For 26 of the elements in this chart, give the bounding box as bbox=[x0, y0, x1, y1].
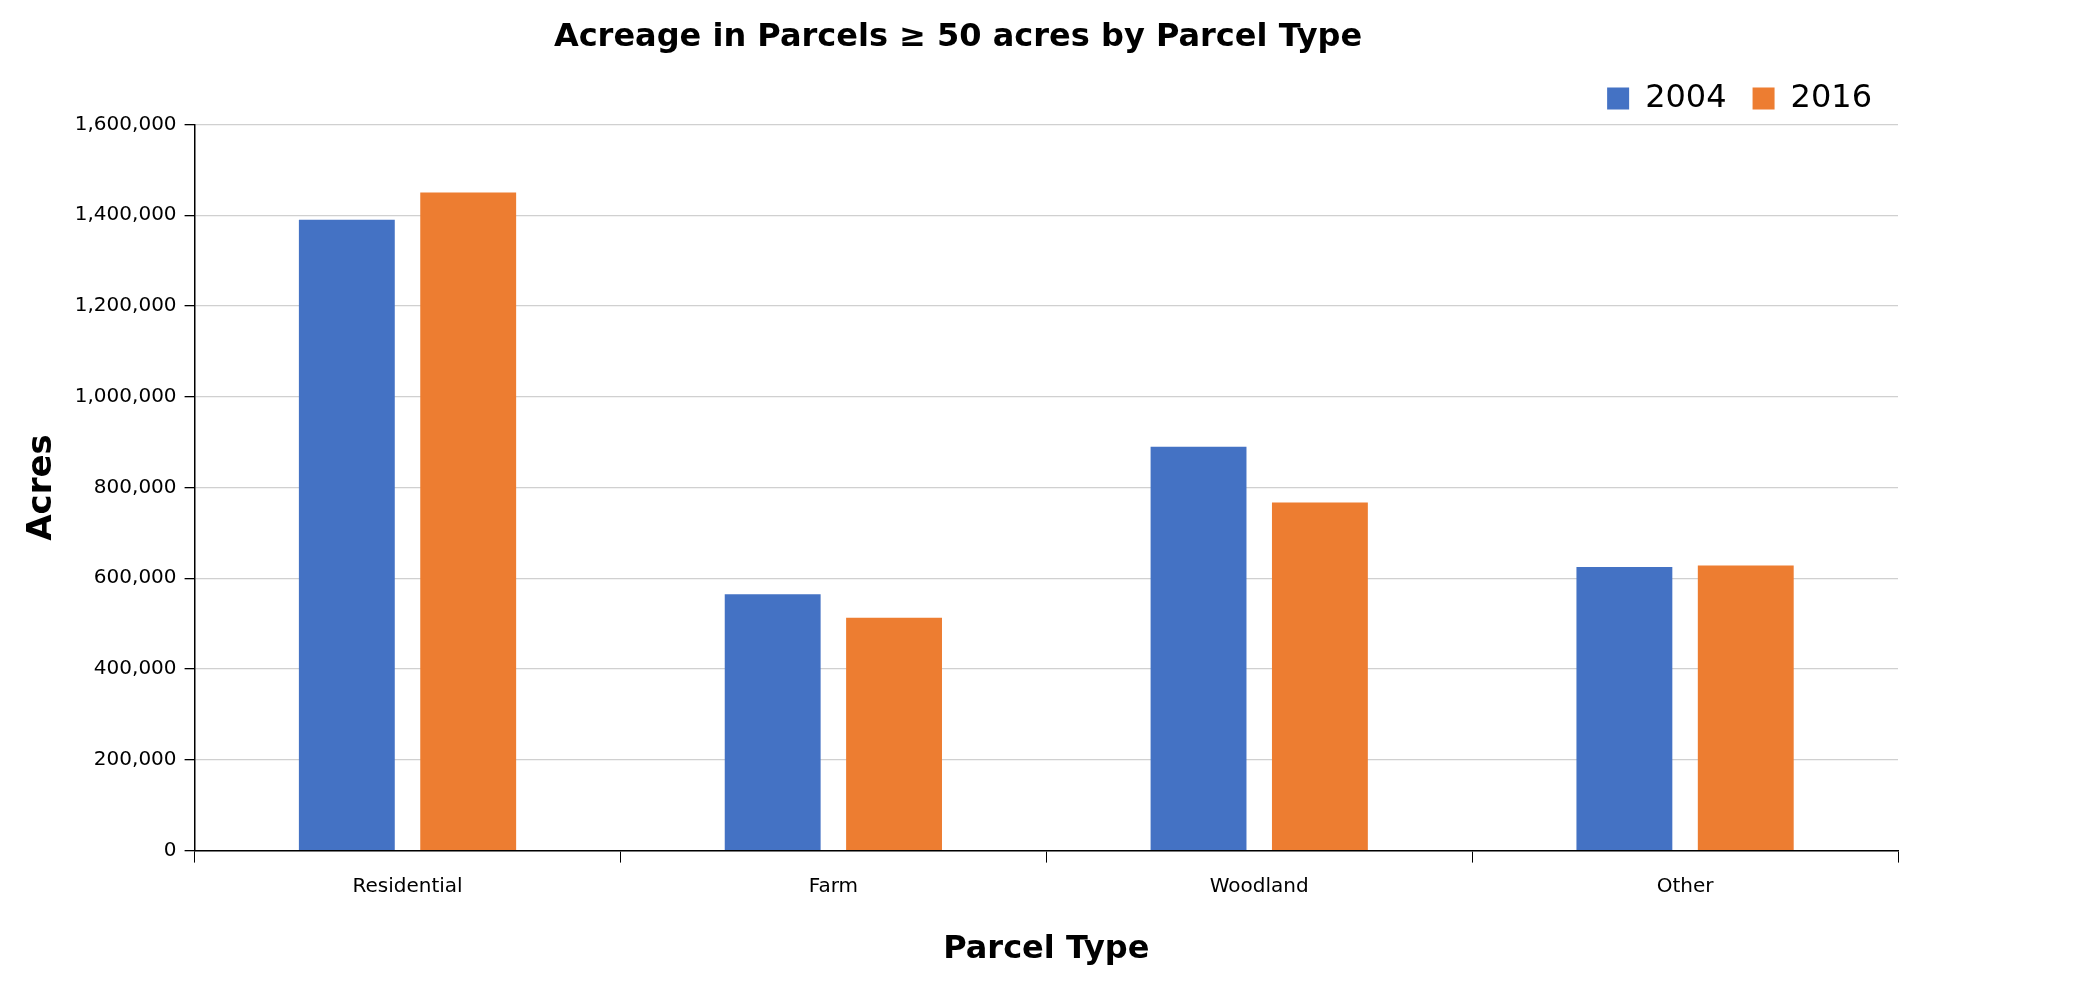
bar bbox=[1576, 566, 1673, 850]
y-tick-label: 1,400,000 bbox=[74, 201, 177, 226]
chart-title: Acreage in Parcels ≥ 50 acres by Parcel Type bbox=[553, 15, 1363, 54]
legend-label: 2004 bbox=[1645, 76, 1727, 115]
bar bbox=[1271, 502, 1368, 850]
y-tick-label: 200,000 bbox=[93, 746, 177, 771]
x-tick-label: Farm bbox=[808, 872, 859, 897]
bar bbox=[420, 192, 517, 850]
y-tick-label: 1,000,000 bbox=[74, 382, 177, 407]
bar bbox=[1697, 565, 1794, 850]
x-tick-label: Other bbox=[1656, 872, 1715, 897]
x-axis-title: Parcel Type bbox=[943, 928, 1150, 967]
y-tick-label: 0 bbox=[163, 836, 177, 861]
y-tick-label: 400,000 bbox=[93, 655, 177, 680]
y-axis-title: Acres bbox=[19, 434, 60, 541]
bar bbox=[846, 617, 942, 850]
y-tick-label: 1,600,000 bbox=[74, 110, 177, 135]
y-tick-label: 800,000 bbox=[93, 473, 177, 498]
legend-label: 2016 bbox=[1790, 76, 1872, 115]
bar bbox=[1150, 446, 1247, 850]
bar bbox=[298, 219, 395, 850]
x-tick-label: Woodland bbox=[1209, 872, 1309, 897]
y-tick-label: 600,000 bbox=[93, 564, 177, 589]
y-tick-label: 1,200,000 bbox=[74, 292, 177, 317]
bar bbox=[724, 594, 821, 850]
x-tick-label: Residential bbox=[352, 872, 463, 897]
